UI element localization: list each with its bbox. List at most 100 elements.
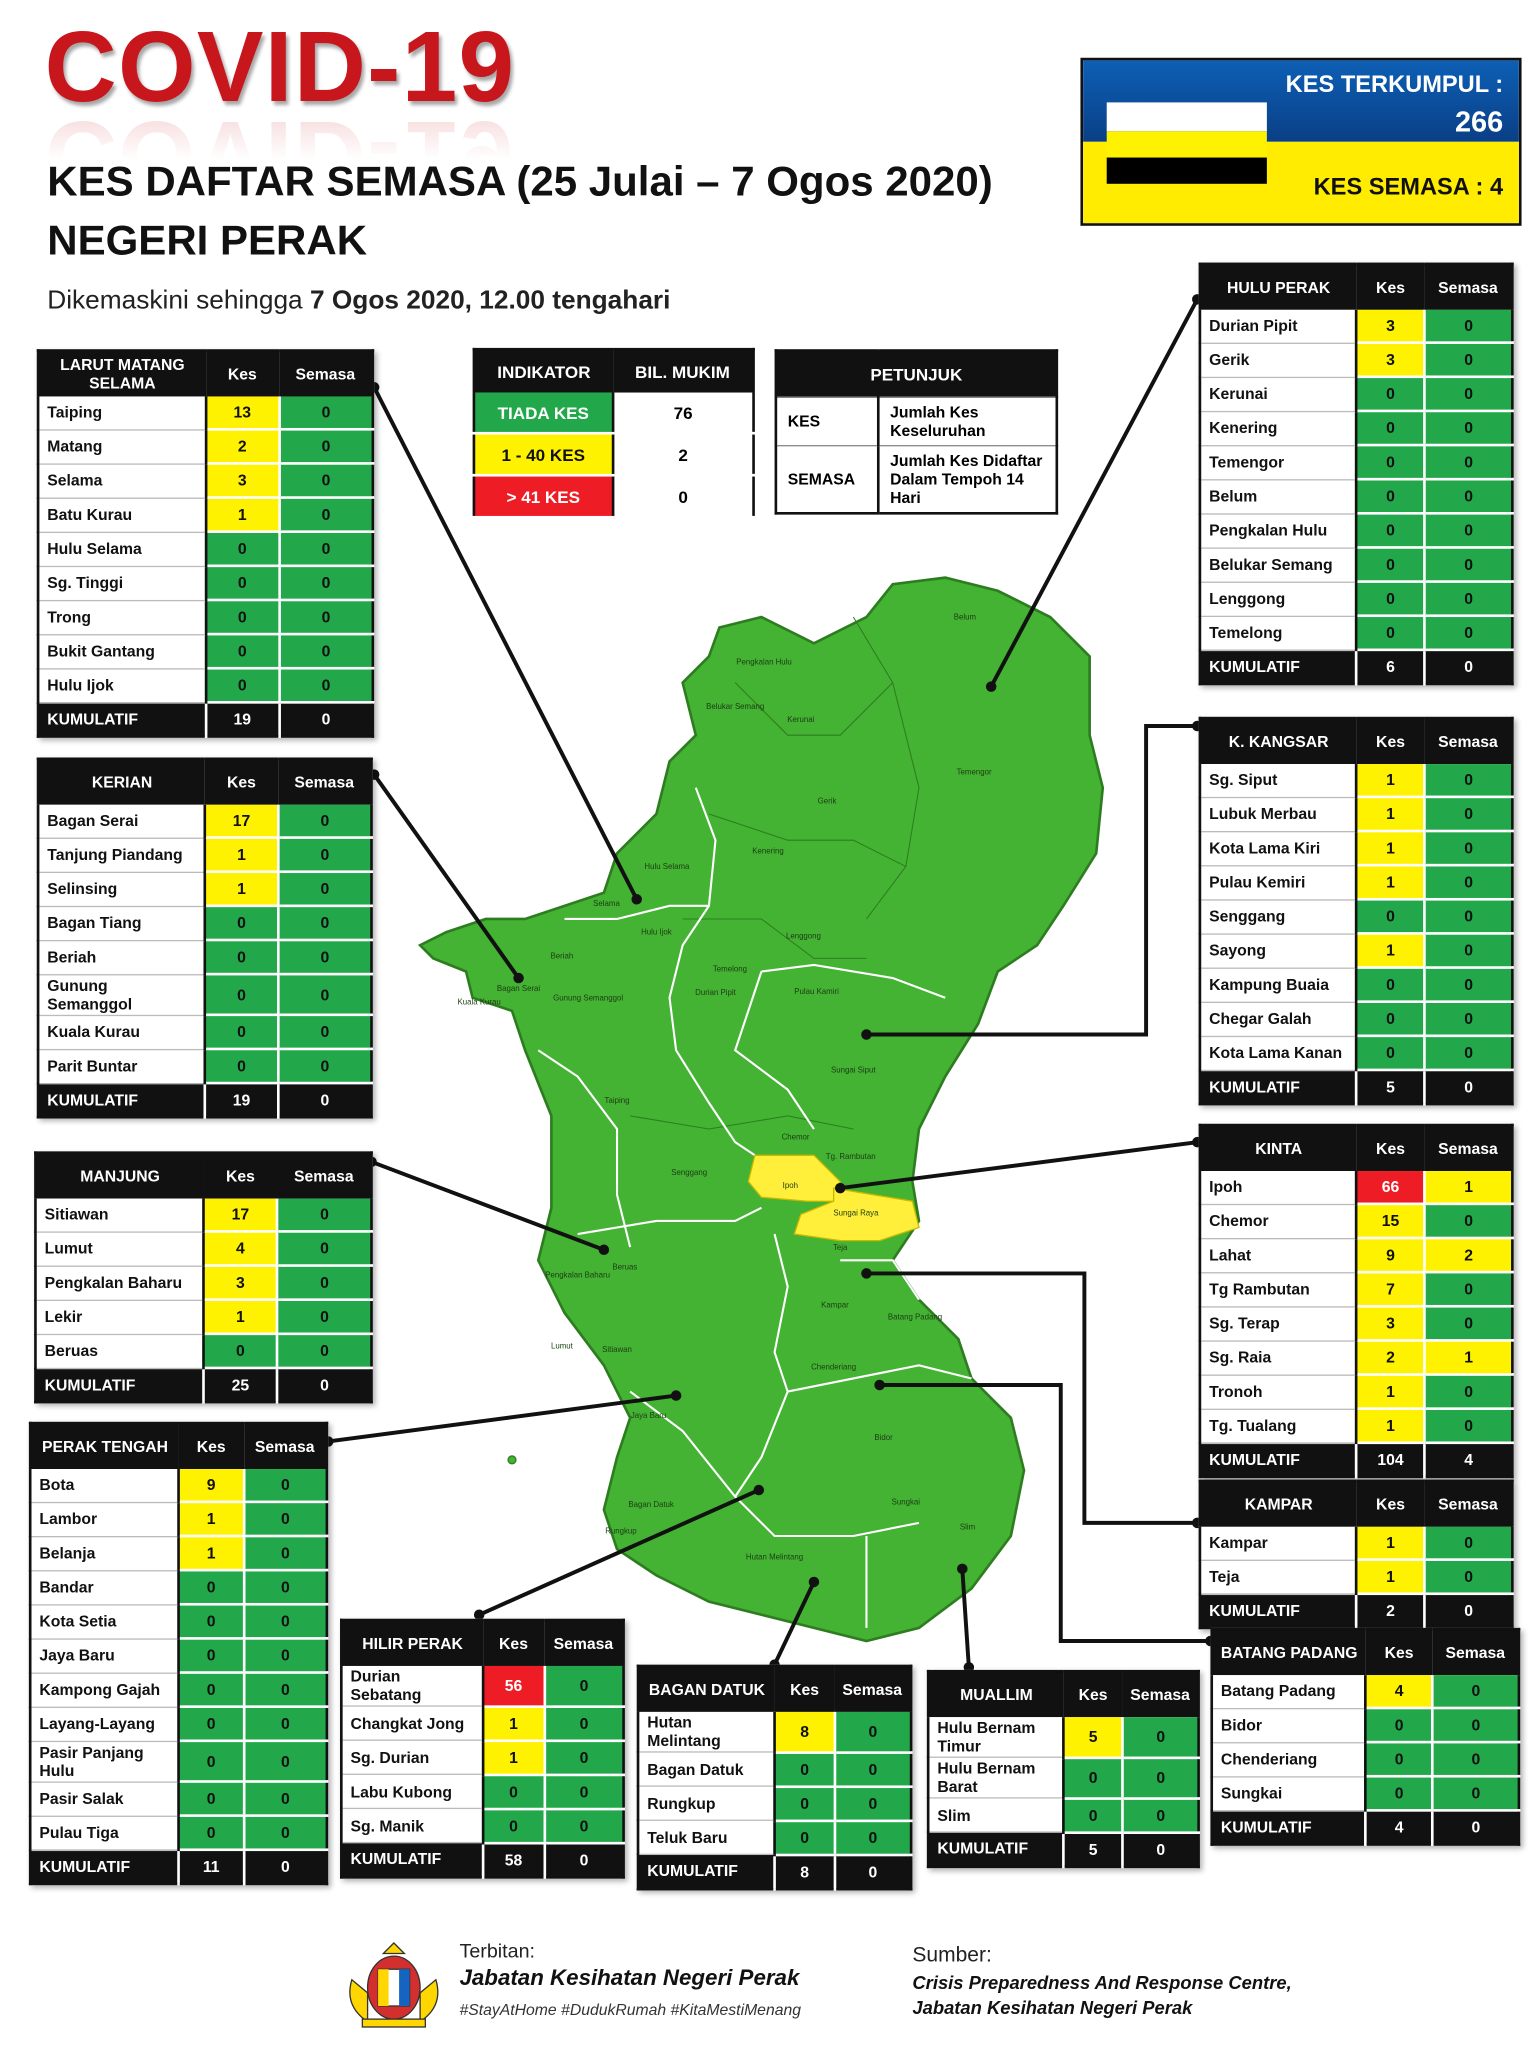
connector-dot — [957, 1563, 968, 1575]
mukim-row: Taiping 13 0 — [38, 396, 373, 431]
kes-cell: 2 — [1354, 1340, 1425, 1376]
column-header: Semasa — [1122, 1671, 1199, 1718]
column-header: INDIKATOR — [473, 349, 613, 393]
header-row: INDIKATOR BIL. MUKIM — [473, 349, 754, 393]
map-label: Sitiawan — [602, 1345, 632, 1354]
mukim-name: Kota Setia — [30, 1604, 180, 1640]
semasa-cell: 0 — [276, 1014, 372, 1051]
kes-cell: 1 — [1354, 933, 1425, 969]
connector-line — [879, 1383, 1211, 1643]
semasa-cell: 0 — [276, 939, 372, 976]
semasa-cell: 0 — [1423, 1272, 1513, 1308]
mukim-row: Belukar Semang 0 0 — [1199, 547, 1513, 583]
column-header: Kes — [1365, 1629, 1433, 1676]
hashtags: #StayAtHome #DudukRumah #KitaMestiMenang — [459, 2000, 802, 2020]
mukim-row: Lahat 9 2 — [1199, 1237, 1513, 1274]
mukim-name: Bagan Tiang — [38, 905, 207, 941]
kes-cell: 0 — [203, 1014, 279, 1051]
district-table: K. KANGSAR Kes Semasa Sg. Siput 1 0 Lubuk Merb… — [1198, 716, 1514, 1106]
summary-box: KES TERKUMPUL : 266 KES SEMASA : 4 — [1080, 57, 1522, 226]
kes-cell: 1 — [203, 837, 279, 874]
total-label: KUMULATIF — [38, 702, 206, 737]
header-row: K. KANGSAR Kes Semasa — [1199, 718, 1513, 765]
total-label: KUMULATIF — [928, 1832, 1064, 1867]
kes-cell: 0 — [204, 634, 280, 670]
semasa-cell: 0 — [1423, 899, 1513, 935]
kes-cell: 0 — [177, 1672, 244, 1708]
semasa-cell: 0 — [277, 634, 373, 670]
mukim-name: Chegar Galah — [1199, 1001, 1358, 1037]
mukim-name: Sg. Tinggi — [38, 565, 207, 601]
connector-line — [327, 1393, 677, 1444]
mukim-name: Selinsing — [38, 871, 207, 907]
semasa-cell: 0 — [242, 1672, 327, 1708]
mukim-name: Selama — [38, 463, 207, 499]
mukim-name: Kota Lama Kanan — [1199, 1035, 1358, 1071]
mukim-name: Sayong — [1199, 933, 1358, 969]
mukim-name: Sitiawan — [35, 1198, 205, 1233]
mukim-name: Sg. Raia — [1199, 1340, 1358, 1376]
connector-dot — [874, 1379, 885, 1391]
semasa-cell: 0 — [1423, 933, 1513, 969]
updated-prefix: Dikemaskini sehingga — [47, 286, 303, 316]
semasa-cell: 0 — [242, 1604, 327, 1640]
kes-cell: 0 — [203, 939, 279, 976]
mukim-name: Sungkai — [1211, 1776, 1367, 1812]
crest-ribbon — [361, 2018, 427, 2028]
kes-cell: 7 — [1354, 1272, 1425, 1308]
indicator-row: 1 - 40 KES 2 — [473, 433, 754, 477]
kes-cell: 0 — [481, 1774, 545, 1810]
kes-cell: 1 — [177, 1501, 244, 1538]
cumulative-value: 266 — [1454, 105, 1504, 138]
semasa-cell: 0 — [1423, 581, 1513, 618]
kes-cell: 1 — [203, 871, 279, 908]
mukim-row: Belum 0 0 — [1199, 479, 1513, 515]
mukim-name: Belum — [1199, 479, 1358, 514]
total-row: KUMULATIF 5 0 — [928, 1832, 1199, 1867]
cumulative-label: KES TERKUMPUL : — [1285, 70, 1504, 98]
semasa-cell: 0 — [276, 804, 372, 839]
semasa-cell: 0 — [277, 599, 373, 636]
mukim-name: Lambor — [30, 1501, 180, 1537]
kes-cell: 1 — [1354, 1526, 1425, 1561]
boundary — [630, 1115, 854, 1130]
mukim-row: Tg Rambutan 7 0 — [1199, 1272, 1513, 1308]
semasa-cell: 0 — [242, 1638, 327, 1674]
semasa-cell: 0 — [1423, 1526, 1513, 1561]
connector-dot — [513, 972, 524, 984]
map-label: Sungai Raya — [833, 1209, 879, 1218]
mukim-row: Gunung Semanggol 0 0 — [38, 974, 372, 1017]
total-semasa: 0 — [277, 702, 373, 737]
mukim-row: Lambor 1 0 — [30, 1501, 327, 1538]
kes-cell: 0 — [1354, 479, 1425, 515]
semasa-cell: 1 — [1423, 1340, 1513, 1376]
semasa-cell: 1 — [1423, 1171, 1513, 1206]
semasa-cell: 0 — [1121, 1717, 1199, 1759]
mukim-row: Pengkalan Hulu 0 0 — [1199, 513, 1513, 549]
semasa-cell: 0 — [277, 497, 373, 534]
mukim-name: Pengkalan Baharu — [35, 1265, 205, 1301]
kes-cell: 0 — [481, 1808, 545, 1844]
kes-cell: 4 — [202, 1231, 278, 1267]
crest-tiger — [419, 1978, 439, 2023]
kes-cell: 0 — [773, 1786, 835, 1822]
semasa-cell: 0 — [1423, 376, 1513, 413]
semasa-cell: 0 — [1423, 309, 1513, 344]
kes-cell: 0 — [1354, 615, 1425, 652]
mukim-name: Bandar — [30, 1570, 180, 1605]
semasa-cell: 0 — [1423, 547, 1513, 583]
crest — [349, 1942, 439, 2028]
semasa-cell: 0 — [242, 1781, 327, 1817]
mukim-row: Layang-Layang 0 0 — [30, 1706, 327, 1743]
semasa-cell: 0 — [833, 1820, 912, 1856]
semasa-cell: 0 — [543, 1808, 624, 1844]
map-label: Hulu Ijok — [641, 928, 672, 937]
semasa-cell: 0 — [1423, 513, 1513, 549]
map-label: Gunung Semanggol — [553, 993, 623, 1002]
district-table: HILIR PERAK Kes Semasa Durian Sebatang 56 0 Ch… — [340, 1618, 625, 1878]
mukim-name: Durian Sebatang — [341, 1665, 484, 1707]
mukim-name: Lumut — [35, 1231, 205, 1267]
total-row: KUMULATIF 19 0 — [38, 1083, 372, 1118]
mukim-row: Gerik 3 0 — [1199, 342, 1513, 379]
semasa-cell: 0 — [543, 1774, 624, 1810]
